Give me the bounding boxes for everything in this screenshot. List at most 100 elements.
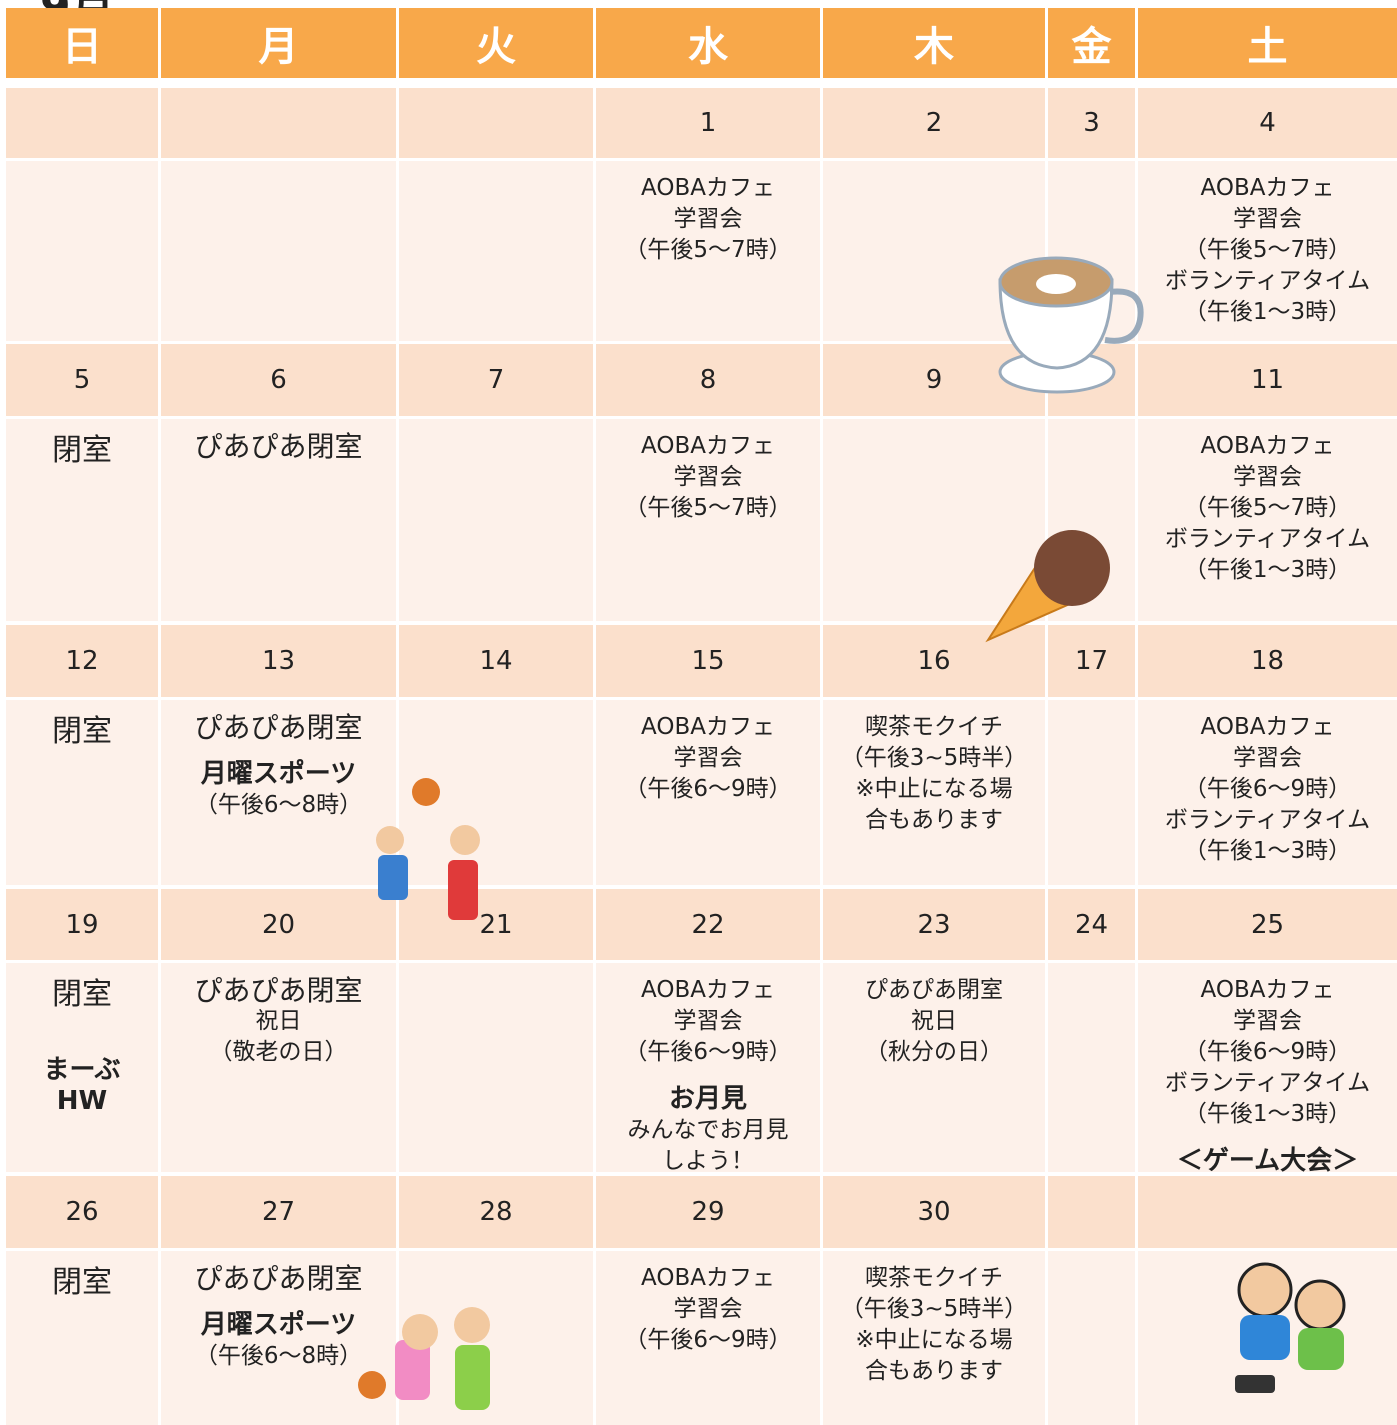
date-cell (161, 88, 396, 158)
event-line: 学習会 (673, 1296, 743, 1322)
event-line: （午後1〜3時） (1183, 838, 1352, 864)
event-line: ボランティアタイム (1164, 807, 1371, 833)
event-line: （午後1〜3時） (1183, 557, 1352, 583)
event-cell (399, 419, 593, 621)
date-cell (1048, 1176, 1135, 1248)
event-line: （午後5〜7時） (624, 237, 792, 263)
event-cell (1048, 161, 1135, 341)
event-cell: AOBAカフェ 学習会 （午後5〜7時） ボランティアタイム （午後1〜3時） (1138, 419, 1397, 621)
event-cell (1048, 419, 1135, 621)
event-cell (6, 161, 158, 341)
event-cell: AOBAカフェ 学習会 （午後6〜9時） (596, 700, 820, 885)
event-line: ボランティアタイム (1164, 268, 1371, 294)
date-cell: 22 (596, 889, 820, 960)
event-cell (1138, 1251, 1397, 1425)
date-cell: 9 (823, 344, 1045, 416)
date-cell: 3 (1048, 88, 1135, 158)
date-cell: 25 (1138, 889, 1397, 960)
event-cell (1048, 963, 1135, 1172)
event-line: ボランティアタイム (1164, 1070, 1371, 1096)
event-line: ぴあぴあ閉室 (194, 711, 363, 744)
event-line: 祝日 (911, 1008, 957, 1034)
event-line: （午後6〜8時） (194, 792, 363, 818)
event-line: （午後6〜9時） (1183, 1039, 1352, 1065)
event-cell: 喫茶モクイチ （午後3~5時半） ※中止になる場 合もあります (823, 1251, 1045, 1425)
event-line: 学習会 (1233, 464, 1302, 490)
weekday-header: 日 (6, 8, 158, 78)
event-line: 月曜スポーツ (200, 1310, 357, 1340)
event-cell (399, 700, 593, 885)
event-line: ※中止になる場 (855, 776, 1013, 802)
event-cell: ぴあぴあ閉室 (161, 419, 396, 621)
date-cell: 1 (596, 88, 820, 158)
date-cell: 4 (1138, 88, 1397, 158)
event-line: （午後3~5時半） (840, 1296, 1028, 1322)
weekday-header: 木 (823, 8, 1045, 78)
event-cell: AOBAカフェ 学習会 （午後6〜9時） ボランティアタイム （午後1〜3時） ＜ゲーム大… (1138, 963, 1397, 1176)
event-line: 喫茶モクイチ (865, 1265, 1003, 1291)
date-cell: 15 (596, 625, 820, 697)
event-cell (399, 1251, 593, 1425)
event-line: AOBAカフェ (641, 175, 775, 201)
event-line: 喫茶モクイチ (865, 714, 1003, 740)
event-line: （午後3~5時半） (840, 745, 1028, 771)
date-cell: 16 (823, 625, 1045, 697)
event-line: （午後1〜3時） (1183, 299, 1352, 325)
date-cell: 30 (823, 1176, 1045, 1248)
event-line: （午後6〜8時） (194, 1343, 363, 1369)
event-cell: AOBAカフェ 学習会 （午後6〜9時） (596, 1251, 820, 1425)
event-line: AOBAカフェ (641, 433, 775, 459)
date-cell: 11 (1138, 344, 1397, 416)
date-cell: 18 (1138, 625, 1397, 697)
weekday-header: 水 (596, 8, 820, 78)
event-line: （午後5〜7時） (624, 495, 792, 521)
event-cell: ぴあぴあ閉室 月曜スポーツ （午後6〜8時） (161, 700, 396, 885)
date-cell: 6 (161, 344, 396, 416)
event-line: 学習会 (673, 1008, 743, 1034)
date-cell: 13 (161, 625, 396, 697)
event-line: 閉室 (52, 714, 112, 749)
date-cell: 20 (161, 889, 396, 960)
weekday-header: 金 (1048, 8, 1135, 78)
event-cell: 喫茶モクイチ （午後3~5時半） ※中止になる場 合もあります (823, 700, 1045, 885)
event-line: （午後6〜9時） (624, 776, 792, 802)
event-line: しよう！ (662, 1148, 754, 1174)
weekday-header: 月 (161, 8, 396, 78)
event-line: ぴあぴあ閉室 (194, 430, 363, 463)
event-cell (161, 161, 396, 341)
date-cell: 8 (596, 344, 820, 416)
date-cell: 7 (399, 344, 593, 416)
event-line: （午後5〜7時） (1183, 237, 1352, 263)
date-cell (1138, 1176, 1397, 1248)
event-line: （午後5〜7時） (1183, 495, 1352, 521)
event-cell: AOBAカフェ 学習会 （午後6〜9時） お月見 みんなでお月見 しよう！ (596, 963, 820, 1174)
event-cell: AOBAカフェ 学習会 （午後5〜7時） (596, 419, 820, 621)
event-line: まーぶ (43, 1055, 121, 1085)
event-cell: AOBAカフェ 学習会 （午後5〜7時） ボランティアタイム （午後1〜3時） (1138, 161, 1397, 341)
event-line: AOBAカフェ (1200, 714, 1335, 740)
event-line: ＜ゲーム大会＞ (1176, 1146, 1359, 1176)
event-cell: AOBAカフェ 学習会 （午後5〜7時） (596, 161, 820, 341)
date-cell: 23 (823, 889, 1045, 960)
event-cell (823, 419, 1045, 621)
weekday-header: 火 (399, 8, 593, 78)
date-cell: 21 (399, 889, 593, 960)
event-line: お月見 (668, 1084, 747, 1114)
date-cell: 2 (823, 88, 1045, 158)
weekday-header: 土 (1138, 8, 1397, 78)
event-line: HW (56, 1086, 108, 1116)
event-cell: ぴあぴあ閉室 祝日 （敬老の日） (161, 963, 396, 1172)
event-line: AOBAカフェ (641, 1265, 775, 1291)
event-line: AOBAカフェ (641, 714, 775, 740)
event-line: ※中止になる場 (855, 1327, 1013, 1353)
event-line: 閉室 (52, 1265, 112, 1300)
event-line: （秋分の日） (865, 1039, 1003, 1065)
date-cell: 17 (1048, 625, 1135, 697)
date-cell: 26 (6, 1176, 158, 1248)
event-line: 学習会 (1233, 745, 1302, 771)
event-cell: 閉室 (6, 419, 158, 621)
event-cell: ぴあぴあ閉室 祝日 （秋分の日） (823, 963, 1045, 1172)
event-line: AOBAカフェ (1200, 977, 1335, 1003)
date-cell (399, 88, 593, 158)
date-cell: 12 (6, 625, 158, 697)
